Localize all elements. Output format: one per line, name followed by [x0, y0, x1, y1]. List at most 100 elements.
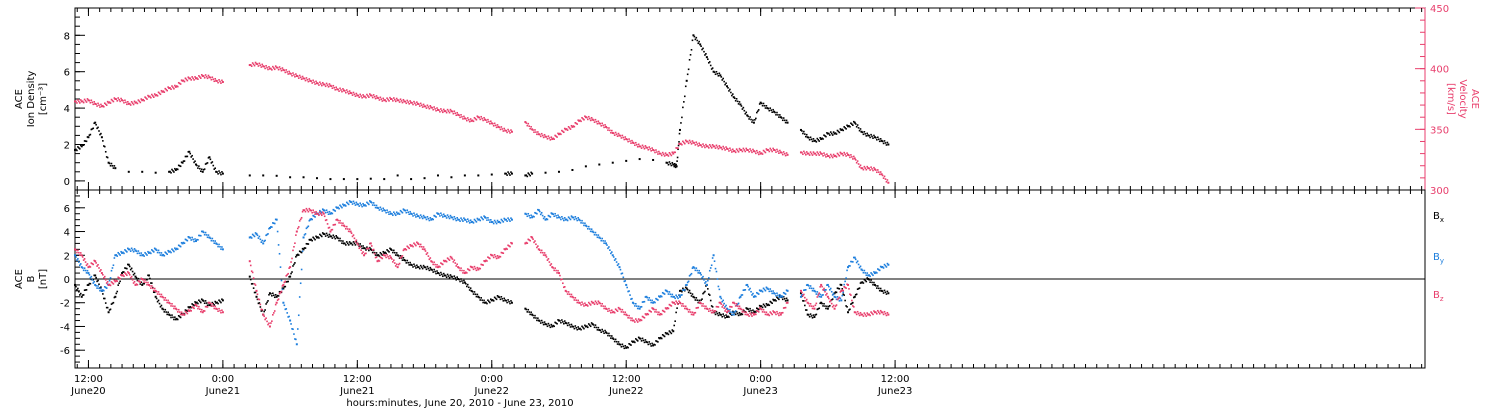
bx-point [592, 324, 595, 326]
velocity-point [736, 149, 739, 152]
by-point [756, 292, 759, 295]
velocity-point [389, 98, 392, 100]
by-point [209, 237, 212, 240]
by-point [164, 251, 167, 254]
bx-point [852, 301, 854, 304]
velocity-point [477, 116, 480, 119]
by-point [801, 294, 803, 296]
bz-point [477, 268, 480, 271]
by-point [678, 294, 680, 297]
density-point [676, 160, 678, 162]
bz-point [631, 317, 633, 319]
velocity-point [419, 102, 422, 105]
velocity-point [401, 101, 404, 104]
density-point [96, 127, 98, 130]
velocity-point [662, 153, 665, 156]
velocity-point [385, 100, 387, 103]
bx-point [376, 254, 379, 257]
density-axis-label-line2: Ion Density [26, 71, 37, 128]
bz-point [339, 219, 341, 222]
bx-point [676, 307, 678, 309]
bz-point [438, 265, 440, 268]
bz-point [739, 307, 742, 310]
by-point [362, 202, 364, 205]
bz-point [850, 294, 852, 296]
velocity-point [548, 137, 551, 139]
bz-point [499, 255, 502, 258]
by-point [129, 250, 132, 252]
bx-point [118, 282, 120, 285]
bx-point [209, 303, 212, 306]
bx-point [270, 292, 272, 295]
bx-point [431, 269, 434, 271]
by-point [272, 222, 274, 224]
velocity-point [624, 136, 627, 138]
bz-point [135, 283, 138, 285]
velocity-point [865, 168, 868, 171]
by-point [755, 295, 757, 298]
bx-point [221, 298, 223, 300]
bz-point [615, 309, 618, 311]
by-point [731, 311, 734, 314]
density-point [667, 163, 670, 166]
by-point [695, 267, 698, 269]
bz-point [666, 307, 669, 309]
by-point [857, 263, 860, 266]
bx-point [746, 307, 749, 310]
bx-point [761, 306, 764, 309]
bx-point [278, 290, 281, 293]
bz-point [162, 296, 165, 299]
velocity-point [342, 89, 345, 92]
bz-point [415, 244, 417, 247]
velocity-point [463, 115, 465, 118]
bx-point [525, 308, 528, 311]
by-point [218, 243, 220, 246]
velocity-point [214, 77, 217, 80]
bz-point [421, 248, 424, 250]
bz-point [117, 276, 120, 279]
by-point [105, 287, 108, 289]
by-point [430, 218, 433, 221]
by-point [216, 243, 218, 246]
bx-point [599, 329, 602, 332]
bx-point [560, 321, 562, 324]
density-point [248, 174, 251, 177]
bz-point [147, 281, 149, 284]
velocity-point [568, 127, 571, 129]
bz-point [94, 260, 97, 263]
density-point [506, 174, 508, 176]
bz-point [479, 267, 482, 270]
bz-point [384, 254, 386, 257]
by-point [754, 295, 756, 297]
velocity-point [507, 128, 509, 131]
velocity-point [701, 146, 703, 148]
bx-point [348, 241, 351, 243]
velocity-point [733, 150, 736, 152]
bx-point [497, 295, 500, 298]
bx-point [74, 283, 76, 286]
density-point [169, 170, 171, 173]
bx-point [502, 300, 505, 302]
by-point [542, 217, 545, 220]
by-point [561, 216, 563, 218]
velocity-point [157, 91, 160, 94]
bz-point [326, 223, 329, 225]
by-point [448, 217, 451, 220]
velocity-point [465, 119, 468, 122]
bx-point [405, 262, 408, 264]
by-point [412, 215, 414, 217]
bx-point [728, 316, 730, 318]
velocity-point [656, 151, 658, 153]
bx-point [150, 282, 152, 284]
velocity-point [482, 119, 484, 122]
by-point [867, 274, 870, 277]
bx-point [327, 236, 330, 238]
bx-point [145, 278, 147, 281]
bz-point [359, 246, 362, 248]
velocity-point [875, 169, 877, 171]
bz-point [183, 314, 186, 316]
bz-point [586, 305, 589, 307]
by-point [707, 277, 710, 279]
by-point [844, 280, 846, 283]
by-point [689, 273, 692, 276]
